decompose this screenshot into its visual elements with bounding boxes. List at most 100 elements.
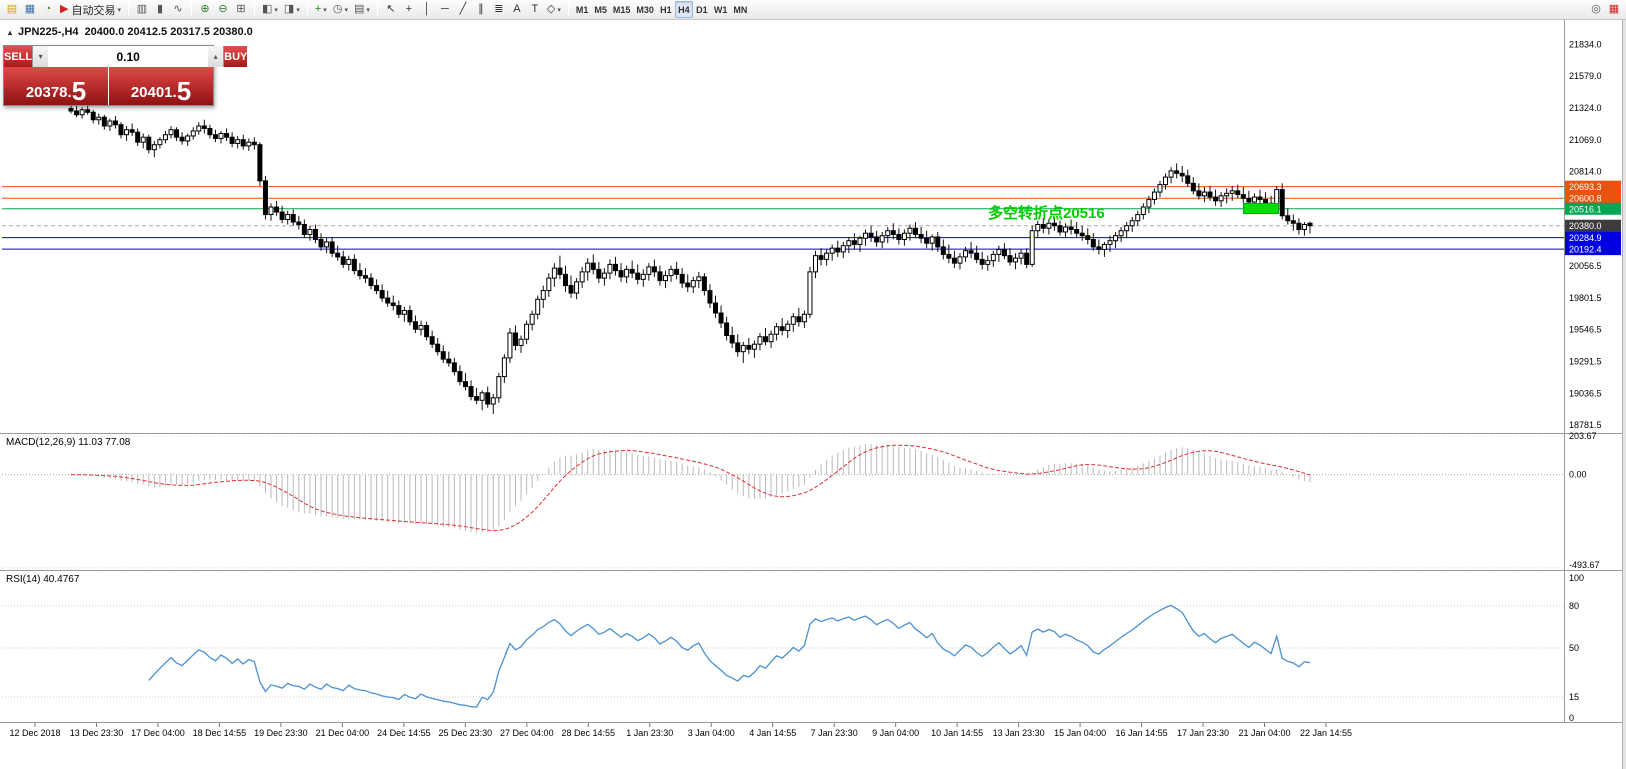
tf-w1-button[interactable]: W1 [711,1,731,18]
lot-size-field: ▾ ▴ [32,46,225,67]
svg-text:-493.67: -493.67 [1569,560,1600,570]
svg-text:10 Jan 14:55: 10 Jan 14:55 [931,728,983,738]
search-button[interactable]: ◎ [1587,1,1605,18]
toolbar-separator [306,2,308,17]
stop-icon: ▦ [1608,3,1620,15]
time-axis: 12 Dec 2018 13 Dec 23:30 17 Dec 04:00 18 De… [9,723,1352,738]
tf-m30-label: M30 [636,4,654,15]
sell-price-int: 20378. [25,84,72,101]
tf-d1-label: D1 [696,4,708,15]
svg-text:9 Jan 04:00: 9 Jan 04:00 [872,728,919,738]
svg-text:20693.3: 20693.3 [1569,182,1602,192]
collapse-panel-icon[interactable]: ▴ [8,27,13,37]
svg-text:1 Jan 23:30: 1 Jan 23:30 [626,728,673,738]
crosshair-icon: + [405,3,413,15]
buy-price[interactable]: 20401. 5 [109,67,213,105]
svg-text:16 Jan 14:55: 16 Jan 14:55 [1116,728,1168,738]
sell-button[interactable]: SELL [4,46,33,67]
toolbar-separator [190,2,192,17]
shapes-button[interactable]: ◇ ▾ [544,1,564,18]
svg-text:19036.5: 19036.5 [1569,388,1602,398]
channel-icon: ∥ [478,3,484,15]
tf-h4-label: H4 [678,4,690,15]
crosshair-button[interactable]: + [400,1,418,18]
annotation-text[interactable]: 多空转折点20516 [988,205,1105,222]
new-order-button[interactable]: ▤ [3,1,21,18]
svg-text:13 Jan 23:30: 13 Jan 23:30 [993,728,1045,738]
svg-text:21 Jan 04:00: 21 Jan 04:00 [1239,728,1291,738]
sell-price[interactable]: 20378. 5 [4,67,108,105]
svg-text:21 Dec 04:00: 21 Dec 04:00 [316,728,370,738]
horizontal-line-button[interactable]: ─ [436,1,454,18]
svg-text:7 Jan 23:30: 7 Jan 23:30 [811,728,858,738]
tf-w1-label: W1 [713,4,728,15]
text-icon: A [513,3,521,15]
tf-m5-label: M5 [594,4,607,15]
price-tag-20693.3 [1565,180,1621,193]
period-clock-button[interactable]: ◷ ▾ [330,1,351,18]
tf-h1-button[interactable]: H1 [657,1,675,18]
tile-windows-icon: ⊞ [236,3,246,15]
arrange-windows-button[interactable]: ◧ ▾ [259,1,281,18]
tf-m5-button[interactable]: M5 [591,1,610,18]
chart-line-button[interactable]: ∿ [169,1,187,18]
svg-text:20056.5: 20056.5 [1569,261,1602,271]
tile-windows-button[interactable]: ⊞ [232,1,250,18]
buy-button[interactable]: BUY [224,46,248,67]
svg-text:18 Dec 14:55: 18 Dec 14:55 [193,728,247,738]
cursor-button[interactable]: ↖ [382,1,400,18]
template-button[interactable]: ▤ ▾ [351,1,373,18]
channel-button[interactable]: ∥ [472,1,490,18]
horizontal-lines[interactable] [2,186,1564,250]
svg-text:15 Jan 04:00: 15 Jan 04:00 [1054,728,1106,738]
add-indicator-icon: + [314,3,322,15]
zoom-in-button[interactable]: ⊕ [196,1,214,18]
text-label-button[interactable]: T [526,1,544,18]
stop-button[interactable]: ▦ [1605,1,1623,18]
horizontal-line-icon: ─ [440,3,449,15]
tf-m15-button[interactable]: M15 [610,1,634,18]
tf-m30-button[interactable]: M30 [633,1,657,18]
chart-bars-button[interactable]: ▥ [133,1,151,18]
text-button[interactable]: A [508,1,526,18]
svg-text:19546.5: 19546.5 [1569,325,1602,335]
toolbar-separator [376,2,378,17]
cascade-windows-button[interactable]: ◨ ▾ [281,1,303,18]
buy-price-int: 20401. [130,84,177,101]
caret-down-icon: ▾ [557,6,561,14]
tf-d1-button[interactable]: D1 [693,1,711,18]
caret-down-icon: ▾ [344,6,348,14]
svg-text:27 Dec 04:00: 27 Dec 04:00 [500,728,554,738]
autotrading-label: 自动交易 [71,4,116,17]
chart-candles-button[interactable]: ▮ [151,1,169,18]
caret-down-icon: ▾ [117,6,121,14]
lot-size-input[interactable] [48,46,209,67]
svg-text:13 Dec 23:30: 13 Dec 23:30 [70,728,124,738]
trendline-icon: ╱ [459,3,467,15]
svg-text:20516.1: 20516.1 [1569,204,1602,214]
highlight-rect[interactable] [1243,203,1279,214]
template-icon: ▤ [353,3,365,15]
add-indicator-button[interactable]: + ▾ [312,1,330,18]
market-watch-button[interactable]: ◔ [39,1,57,18]
trendline-button[interactable]: ╱ [454,1,472,18]
vertical-line-icon: │ [423,3,431,15]
svg-text:20380.0: 20380.0 [1569,221,1602,231]
toolbar-separator [127,2,129,17]
vertical-line-button[interactable]: │ [418,1,436,18]
tf-mn-button[interactable]: MN [730,1,750,18]
svg-text:21324.0: 21324.0 [1569,103,1602,113]
tf-m1-button[interactable]: M1 [573,1,592,18]
zoom-out-button[interactable]: ⊖ [214,1,232,18]
tf-h4-button[interactable]: H4 [674,1,693,18]
charts-button[interactable]: ▦ [21,1,39,18]
svg-text:80: 80 [1569,601,1579,611]
svg-text:21069.0: 21069.0 [1569,135,1602,145]
rsi-pane: 100 80 50 15 0 [2,573,1584,723]
lot-increase-button[interactable]: ▴ [208,46,224,67]
autotrading-button[interactable]: ▶ 自动交易 ▾ [57,1,124,18]
fibonacci-button[interactable]: ≣ [490,1,508,18]
lot-decrease-button[interactable]: ▾ [33,46,49,67]
caret-down-icon: ▾ [274,6,278,14]
